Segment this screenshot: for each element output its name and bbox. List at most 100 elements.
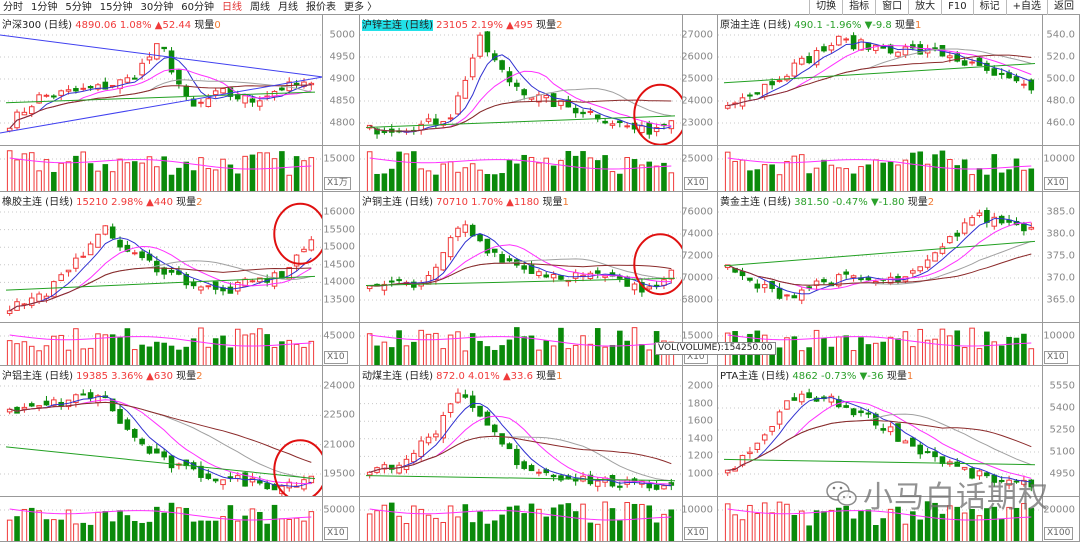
chart-panel[interactable]: 沪铜主连 (日线) 70710 1.70% ▲1180 现量1 xyxy=(360,192,683,366)
price-chart[interactable] xyxy=(360,366,683,496)
tab-2[interactable]: 5分钟 xyxy=(65,2,92,13)
chart-panel[interactable]: 沪铝主连 (日线) 19385 3.36% ▲630 现量2 xyxy=(0,366,323,542)
toolbar-button-6[interactable]: +自选 xyxy=(1005,0,1047,15)
instrument-name[interactable]: 沪铝主连 (日线) xyxy=(2,371,73,382)
instrument-name[interactable]: 橡胶主连 (日线) xyxy=(2,197,73,208)
chart-panel[interactable]: 动煤主连 (日线) 872.0 4.01% ▲33.6 现量1 xyxy=(360,366,683,542)
volume-bar xyxy=(835,167,842,191)
instrument-name[interactable]: 黄金主连 (日线) xyxy=(720,197,791,208)
volume-bar xyxy=(843,505,849,541)
instrument-name[interactable]: 原油主连 (日线) xyxy=(720,20,791,31)
ma60-line xyxy=(723,240,1036,267)
candlestick xyxy=(506,442,513,450)
tab-3[interactable]: 15分钟 xyxy=(99,2,133,13)
volume-chart[interactable] xyxy=(0,323,323,366)
price-tick: 16000 xyxy=(323,206,355,218)
tab-8[interactable]: 月线 xyxy=(277,2,298,13)
volume-bar xyxy=(976,168,983,191)
toolbar-button-5[interactable]: 标记 xyxy=(972,0,1006,15)
toolbar-button-0[interactable]: 切换 xyxy=(809,0,842,15)
trendline[interactable] xyxy=(0,34,323,78)
candlestick xyxy=(1006,69,1012,79)
chart-panel[interactable]: 黄金主连 (日线) 381.50 -0.47% ▼-1.80 现量2 xyxy=(718,192,1043,366)
vol-ma-line xyxy=(369,157,672,170)
volume-bar xyxy=(227,347,234,365)
volume-chart[interactable] xyxy=(718,497,1043,542)
volume-bar xyxy=(1013,158,1020,191)
current-qty: 2 xyxy=(556,20,563,31)
candlestick xyxy=(499,59,505,73)
volume-bar xyxy=(609,344,616,365)
instrument-name[interactable]: 沪深300 (日线) xyxy=(2,20,73,31)
volume-bar xyxy=(798,350,805,365)
trendline[interactable] xyxy=(0,76,323,134)
volume-bar xyxy=(21,153,28,191)
candlestick xyxy=(447,402,454,418)
candlestick xyxy=(264,479,270,491)
toolbar-button-7[interactable]: 返回 xyxy=(1047,0,1080,15)
volume-chart[interactable] xyxy=(0,497,323,542)
tab-5[interactable]: 60分钟 xyxy=(181,2,214,13)
chart-panel[interactable]: PTA主连 (日线) 4862 -0.73% ▼-36 现量1 xyxy=(718,366,1043,542)
chart-panel[interactable]: 沪深300 (日线) 4890.06 1.08% ▲52.44 现量0 xyxy=(0,15,323,192)
candlestick xyxy=(161,448,167,461)
price-chart[interactable] xyxy=(718,192,1043,322)
volume-tick: 45000 xyxy=(323,330,355,342)
tab-7[interactable]: 周线 xyxy=(249,2,270,13)
instrument-name[interactable]: 沪锌主连 (日线) xyxy=(362,20,433,31)
volume-bar xyxy=(447,505,454,541)
volume-bar xyxy=(521,513,527,541)
volume-bar xyxy=(279,518,285,541)
tab-10[interactable]: 更多 〉 xyxy=(343,2,378,13)
chart-panel[interactable]: 橡胶主连 (日线) 15210 2.98% ▲440 现量2 xyxy=(0,192,323,366)
candlestick xyxy=(947,235,953,245)
volume-chart[interactable] xyxy=(718,323,1043,366)
volume-chart[interactable] xyxy=(360,497,683,542)
price-chart[interactable] xyxy=(0,192,323,322)
candlestick xyxy=(146,249,153,263)
volume-tick: 10000 xyxy=(1043,153,1075,165)
volume-bar xyxy=(747,504,753,541)
volume-bar xyxy=(594,328,601,365)
tab-6[interactable]: 日线 xyxy=(221,2,242,13)
price-tick: 5550 xyxy=(1049,380,1075,392)
candlestick xyxy=(528,97,535,102)
tab-1[interactable]: 1分钟 xyxy=(31,2,58,13)
price-change: 1180 xyxy=(513,197,540,208)
candlestick xyxy=(131,75,138,80)
instrument-name[interactable]: PTA主连 (日线) xyxy=(720,371,790,382)
volume-bar xyxy=(668,172,675,191)
volume-bar xyxy=(969,327,975,365)
toolbar-button-2[interactable]: 窗口 xyxy=(875,0,908,15)
toolbar-button-4[interactable]: F10 xyxy=(941,0,972,15)
volume-chart[interactable] xyxy=(360,323,683,366)
volume-bar xyxy=(754,169,761,191)
price-chart[interactable] xyxy=(0,15,323,145)
tab-4[interactable]: 30分钟 xyxy=(140,2,174,13)
volume-bar xyxy=(558,327,564,365)
price-chart[interactable] xyxy=(360,192,683,322)
toolbar-button-3[interactable]: 放大 xyxy=(908,0,941,15)
price-chart[interactable] xyxy=(718,15,1043,145)
instrument-name[interactable]: 沪铜主连 (日线) xyxy=(362,197,433,208)
candlestick xyxy=(1006,214,1012,226)
volume-bar xyxy=(366,513,373,541)
chart-panel[interactable]: 沪锌主连 (日线) 23105 2.19% ▲495 现量2 xyxy=(360,15,683,192)
period-toolbar: 分时 1分钟 5分钟 15分钟 30分钟 60分钟 日线 周线 月线 报价表 更多 〉 切换 指标 窗口… xyxy=(0,0,1080,15)
chart-panel[interactable]: 原油主连 (日线) 490.1 -1.96% ▼-9.8 现量1 xyxy=(718,15,1043,192)
volume-chart[interactable] xyxy=(0,146,323,192)
volume-chart[interactable] xyxy=(718,146,1043,192)
toolbar-button-1[interactable]: 指标 xyxy=(842,0,875,15)
vol-ma-line xyxy=(727,157,1032,170)
price-chart[interactable] xyxy=(360,15,683,145)
volume-chart[interactable] xyxy=(360,146,683,192)
price-chart[interactable] xyxy=(0,366,323,496)
price-change: 33.6 xyxy=(510,371,533,382)
price-tick: 26000 xyxy=(681,51,713,63)
tab-0[interactable]: 分时 xyxy=(3,2,23,13)
tab-9[interactable]: 报价表 xyxy=(305,2,336,13)
instrument-name[interactable]: 动煤主连 (日线) xyxy=(362,371,433,382)
ma20-line xyxy=(9,401,312,480)
candlestick xyxy=(131,249,138,256)
price-chart[interactable] xyxy=(718,366,1043,496)
